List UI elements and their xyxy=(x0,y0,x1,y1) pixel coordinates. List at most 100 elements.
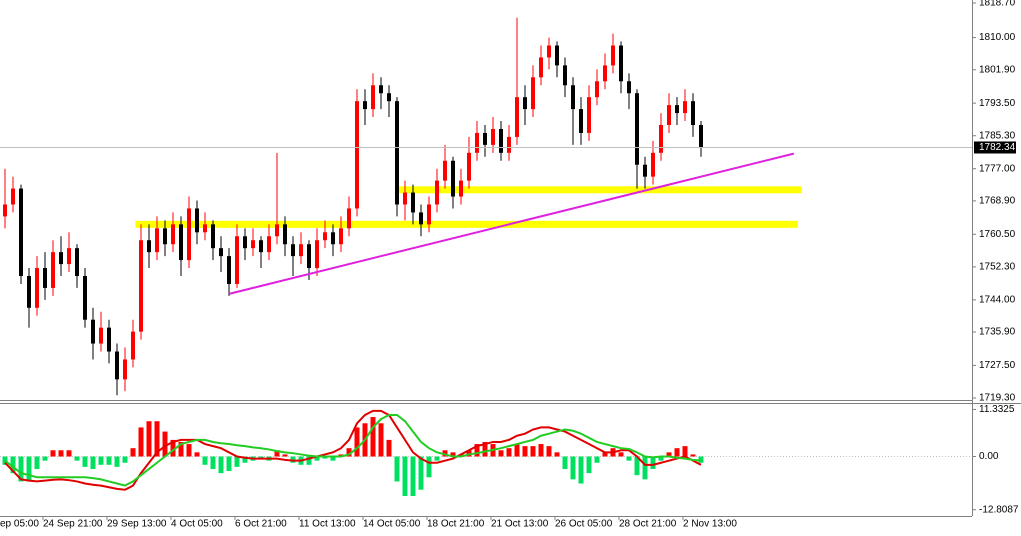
candle-body xyxy=(387,93,391,102)
histogram-bar xyxy=(34,456,40,469)
histogram-bar xyxy=(114,456,120,467)
histogram-bar xyxy=(658,456,664,461)
candle-body xyxy=(691,101,695,125)
candle-body xyxy=(611,45,615,66)
histogram-bar xyxy=(186,444,192,457)
histogram-bar xyxy=(498,450,504,457)
candle-body xyxy=(563,65,567,86)
histogram-bar xyxy=(98,456,104,465)
histogram-bar xyxy=(26,456,32,482)
candle-body xyxy=(363,101,367,110)
histogram-bar xyxy=(122,456,128,463)
candle-body xyxy=(603,65,607,82)
x-tick-label: 28 Oct 21:00 xyxy=(619,519,677,530)
histogram-bar xyxy=(74,456,80,461)
support-zone xyxy=(135,220,798,228)
histogram-bar xyxy=(322,456,328,459)
histogram-bar xyxy=(578,456,584,484)
candle-body xyxy=(379,85,383,94)
histogram-bar xyxy=(66,450,72,457)
histogram-bar xyxy=(170,439,176,457)
x-tick-label: 21 Oct 13:00 xyxy=(491,519,549,530)
candle-body xyxy=(267,236,271,253)
candle-body xyxy=(683,101,687,114)
histogram-bar xyxy=(42,456,48,461)
y-tick-label: 1785.30 xyxy=(979,130,1016,141)
histogram-bar xyxy=(10,456,16,474)
histogram-bar xyxy=(282,454,288,457)
histogram-bar xyxy=(18,456,24,482)
x-tick-label: 2 Nov 13:00 xyxy=(683,519,737,530)
candle-body xyxy=(595,81,599,98)
candle-body xyxy=(35,268,39,308)
candle-body xyxy=(19,188,23,277)
histogram-bar xyxy=(50,450,56,457)
candle-body xyxy=(179,224,183,261)
histogram-bar xyxy=(226,456,232,472)
histogram-bar xyxy=(482,441,488,457)
candle-body xyxy=(91,319,95,344)
candle-body xyxy=(275,224,279,237)
last-price-box xyxy=(974,141,1016,154)
candle-body xyxy=(75,248,79,277)
candle-body xyxy=(659,124,663,153)
histogram-bar xyxy=(602,452,608,457)
candle-body xyxy=(339,228,343,245)
y-tick-label: 1818.70 xyxy=(979,0,1016,9)
candle-body xyxy=(147,240,151,253)
histogram-bar xyxy=(130,448,136,457)
histogram-bar xyxy=(194,452,200,457)
candle-body xyxy=(43,268,47,288)
histogram-bar xyxy=(570,456,576,480)
candle-body xyxy=(83,276,87,320)
y-tick-label: -12.8087 xyxy=(979,504,1019,515)
histogram-bar xyxy=(514,444,520,457)
x-tick-label: 11 Oct 13:00 xyxy=(299,519,356,530)
histogram-bar xyxy=(594,456,600,463)
candle-body xyxy=(155,228,159,253)
histogram-bar xyxy=(682,446,688,457)
candle-body xyxy=(371,85,375,110)
candle-body xyxy=(675,105,679,114)
candle-body xyxy=(395,101,399,205)
candle-body xyxy=(299,244,303,257)
histogram-bar xyxy=(314,456,320,461)
macd-line xyxy=(4,413,702,487)
x-tick-label: 26 Oct 05:00 xyxy=(555,519,613,530)
histogram-bar xyxy=(402,456,408,496)
x-tick-label: 24 Sep 21:00 xyxy=(43,519,103,530)
histogram-bar xyxy=(234,456,240,467)
candle-body xyxy=(99,327,103,344)
candle-body xyxy=(475,132,479,153)
candle-body xyxy=(11,188,15,205)
y-tick-label: 1719.30 xyxy=(979,393,1016,404)
x-tick-label: 14 Oct 05:00 xyxy=(363,519,421,530)
histogram-bar xyxy=(626,456,632,461)
candle-body xyxy=(27,276,31,308)
candle-body xyxy=(203,224,207,233)
histogram-bar xyxy=(218,456,224,474)
x-tick-label: 4 Oct 05:00 xyxy=(171,519,223,530)
histogram-bar xyxy=(306,456,312,465)
candle-body xyxy=(555,45,559,66)
candle-body xyxy=(419,212,423,225)
histogram-bar xyxy=(290,456,296,463)
y-tick-label: 1793.50 xyxy=(979,98,1016,109)
candle-body xyxy=(251,240,255,249)
histogram-bar xyxy=(386,439,392,457)
candle-body xyxy=(507,136,511,153)
candle-body xyxy=(3,204,7,217)
histogram-bar xyxy=(58,450,64,457)
histogram-bar xyxy=(506,448,512,457)
candle-body xyxy=(635,93,639,165)
candle-body xyxy=(651,152,655,177)
histogram-bar xyxy=(450,452,456,457)
candle-body xyxy=(667,105,671,125)
candle-body xyxy=(499,128,503,153)
candle-body xyxy=(699,124,703,148)
support-zone xyxy=(397,186,802,194)
x-tick-label: ep 05:00 xyxy=(0,519,39,530)
candle-body xyxy=(131,331,135,360)
histogram-bar xyxy=(90,456,96,469)
